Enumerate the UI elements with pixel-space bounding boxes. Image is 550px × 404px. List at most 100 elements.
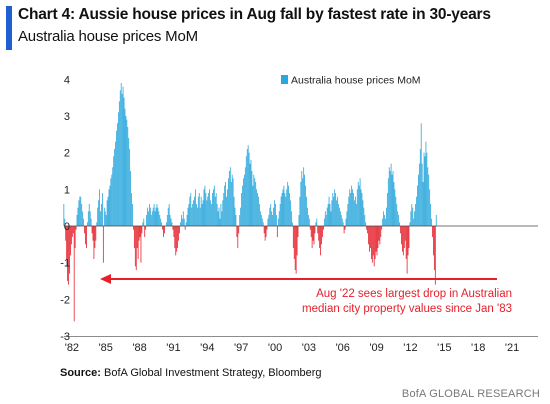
- bar: [412, 207, 414, 226]
- bar: [371, 226, 373, 263]
- source-label: Source:: [60, 367, 101, 379]
- bar: [340, 215, 342, 226]
- bar: [237, 226, 239, 248]
- bar: [322, 226, 323, 237]
- bar: [235, 215, 237, 226]
- bar: [325, 215, 327, 226]
- bar: [111, 174, 113, 226]
- bar: [407, 226, 409, 256]
- bar: [208, 193, 210, 226]
- bar: [95, 226, 97, 241]
- bar: [351, 185, 353, 226]
- bar: [338, 204, 339, 226]
- bar: [341, 218, 343, 226]
- bar: [355, 204, 357, 226]
- bar: [184, 226, 186, 230]
- bar: [246, 149, 248, 226]
- y-tick-label: 1: [64, 184, 70, 196]
- bar: [382, 218, 384, 226]
- bar: [281, 193, 283, 226]
- annotation: Aug '22 sees largest drop in Australian …: [100, 274, 512, 315]
- bar: [224, 185, 226, 226]
- bar: [288, 185, 290, 226]
- bar: [362, 200, 364, 226]
- bar: [75, 226, 77, 230]
- bar: [274, 200, 275, 226]
- bar: [163, 226, 164, 237]
- bar: [349, 189, 351, 226]
- bar: [101, 204, 102, 226]
- bar: [414, 211, 416, 226]
- x-tick-label: '97: [234, 342, 248, 354]
- x-tick-label: '94: [200, 342, 214, 354]
- bar: [405, 226, 407, 259]
- bar: [352, 189, 353, 226]
- bar: [422, 182, 424, 226]
- bar: [212, 189, 214, 226]
- bar: [219, 218, 221, 226]
- bar: [321, 226, 322, 245]
- bar: [236, 226, 238, 237]
- bar: [432, 226, 433, 237]
- bar: [323, 226, 324, 230]
- bar: [210, 200, 211, 226]
- bar: [296, 226, 298, 256]
- bar: [154, 211, 156, 226]
- bar: [310, 226, 312, 237]
- bar: [312, 226, 314, 241]
- bar: [97, 207, 99, 226]
- bar: [152, 207, 154, 226]
- bar: [145, 226, 147, 230]
- bar: [384, 215, 385, 226]
- bar: [174, 226, 176, 248]
- bar: [118, 101, 120, 226]
- bar: [329, 204, 331, 226]
- bar: [93, 226, 95, 259]
- bar: [66, 226, 68, 259]
- bar: [140, 226, 142, 263]
- bar: [386, 207, 387, 226]
- bar: [305, 185, 306, 226]
- bar: [348, 196, 350, 226]
- bar: [339, 207, 340, 226]
- bar: [98, 200, 100, 226]
- bar: [366, 226, 368, 230]
- bar: [358, 185, 360, 226]
- bar: [223, 193, 225, 226]
- bar: [164, 226, 165, 234]
- bar: [231, 174, 233, 226]
- bar: [220, 204, 222, 226]
- bar: [283, 185, 285, 226]
- bar: [261, 218, 263, 226]
- bar: [78, 200, 80, 226]
- y-tick-label: -1: [60, 258, 70, 270]
- bar: [240, 207, 242, 226]
- bar: [365, 222, 367, 226]
- bar: [342, 222, 344, 226]
- bar: [94, 226, 96, 248]
- bar: [191, 207, 193, 226]
- bar: [248, 152, 250, 226]
- bar: [148, 211, 149, 226]
- bar: [429, 189, 431, 226]
- bar: [206, 200, 208, 226]
- bar: [413, 218, 415, 226]
- chart-subtitle: Australia house prices MoM: [18, 28, 198, 45]
- bar: [160, 218, 162, 226]
- annotation-text-line2: median city property values since Jan '8…: [302, 303, 512, 315]
- bar: [308, 218, 310, 226]
- bar: [373, 226, 375, 267]
- bar: [350, 193, 352, 226]
- bar: [202, 200, 204, 226]
- bar: [100, 211, 101, 226]
- bar: [225, 182, 226, 226]
- bar: [346, 211, 348, 226]
- bar: [419, 149, 421, 226]
- bar: [183, 218, 185, 226]
- y-tick-label: 2: [64, 148, 70, 160]
- bar: [172, 226, 174, 230]
- bar: [307, 207, 308, 226]
- bar: [302, 178, 304, 226]
- bar: [245, 156, 247, 226]
